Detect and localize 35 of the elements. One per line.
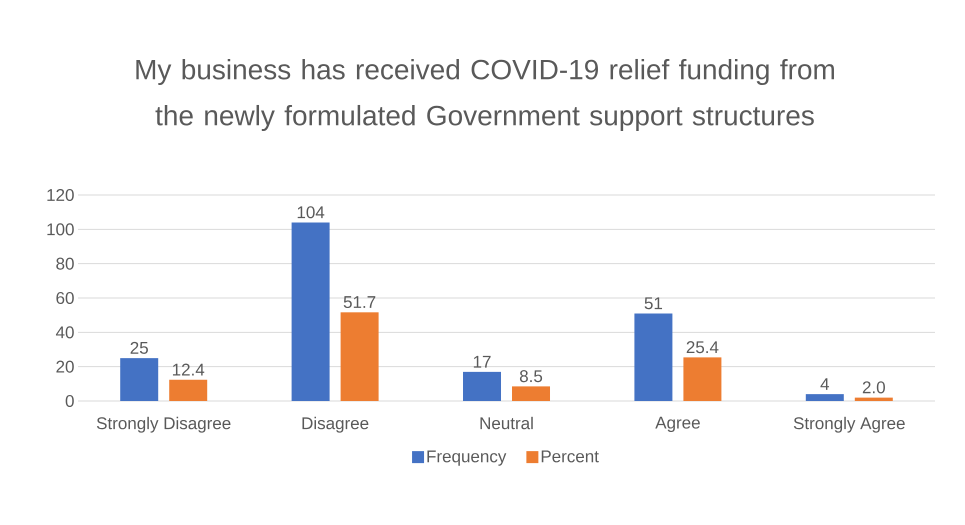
data-label: 4 bbox=[820, 378, 830, 390]
bar bbox=[683, 357, 722, 401]
bar bbox=[292, 222, 330, 401]
y-tick-label: 20 bbox=[56, 360, 74, 373]
x-tick-label: Disagree bbox=[302, 416, 368, 433]
bar bbox=[634, 313, 672, 401]
y-tick-label: 120 bbox=[47, 188, 74, 202]
data-label: 51 bbox=[644, 297, 662, 310]
data-label: 12.4 bbox=[172, 364, 204, 376]
data-label: 51.7 bbox=[344, 296, 376, 308]
legend-label: Frequency bbox=[427, 450, 506, 466]
data-label: 25 bbox=[130, 342, 148, 354]
data-label: 2.0 bbox=[862, 381, 885, 394]
bar bbox=[806, 394, 844, 401]
legend-label: Percent bbox=[542, 450, 599, 462]
bar bbox=[463, 372, 502, 401]
y-tick-label: 0 bbox=[66, 394, 74, 408]
bar bbox=[169, 380, 208, 401]
x-tick-label: Neutral bbox=[480, 416, 533, 430]
data-label: 17 bbox=[474, 356, 491, 368]
x-tick-label: Agree bbox=[655, 416, 700, 432]
y-tick-label: 80 bbox=[56, 258, 74, 270]
x-tick-label: Strongly Agree bbox=[794, 416, 905, 433]
bar bbox=[854, 398, 893, 401]
chart-title: My business has received COVID-19 relief funding from the newly formulated Government support structures bbox=[136, 58, 834, 132]
data-label: 8.5 bbox=[520, 370, 542, 382]
bar bbox=[120, 358, 158, 401]
y-tick-label: 100 bbox=[47, 223, 74, 236]
y-tick-label: 40 bbox=[56, 326, 74, 338]
bar bbox=[340, 312, 379, 401]
data-label: 104 bbox=[298, 206, 324, 218]
y-tick-label: 60 bbox=[56, 292, 74, 304]
bar bbox=[512, 386, 550, 401]
data-label: 25.4 bbox=[686, 341, 718, 354]
x-tick-label: Strongly Disagree bbox=[96, 416, 230, 433]
